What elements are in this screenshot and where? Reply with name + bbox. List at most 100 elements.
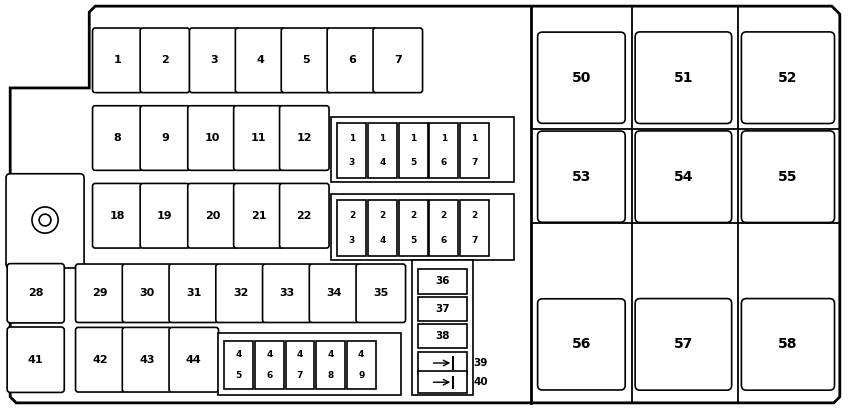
Text: 4: 4 xyxy=(256,55,264,65)
FancyBboxPatch shape xyxy=(537,32,626,123)
FancyBboxPatch shape xyxy=(741,299,835,390)
FancyBboxPatch shape xyxy=(140,28,190,92)
FancyBboxPatch shape xyxy=(122,264,172,322)
Text: 30: 30 xyxy=(139,288,155,298)
Text: 7: 7 xyxy=(297,371,303,380)
Text: 5: 5 xyxy=(410,158,416,167)
Bar xyxy=(224,341,253,389)
FancyBboxPatch shape xyxy=(537,299,626,390)
Circle shape xyxy=(32,207,58,233)
Text: 41: 41 xyxy=(28,355,43,365)
Text: 11: 11 xyxy=(251,133,266,143)
Text: 8: 8 xyxy=(327,371,334,380)
FancyBboxPatch shape xyxy=(122,328,172,392)
FancyBboxPatch shape xyxy=(93,184,142,248)
Text: 6: 6 xyxy=(348,55,356,65)
Bar xyxy=(418,352,468,374)
Text: 53: 53 xyxy=(572,170,591,184)
Circle shape xyxy=(39,214,51,226)
Text: 55: 55 xyxy=(779,170,797,184)
Text: 7: 7 xyxy=(394,55,402,65)
Text: 6: 6 xyxy=(440,236,447,245)
Text: 37: 37 xyxy=(435,304,450,314)
FancyBboxPatch shape xyxy=(309,264,359,322)
Bar xyxy=(316,341,345,389)
Text: 10: 10 xyxy=(205,133,220,143)
Text: 3: 3 xyxy=(348,236,355,245)
Text: 4: 4 xyxy=(266,350,273,359)
Text: 6: 6 xyxy=(440,158,447,167)
Bar xyxy=(332,194,514,260)
Text: 58: 58 xyxy=(779,337,797,351)
FancyBboxPatch shape xyxy=(327,28,377,92)
Bar xyxy=(460,123,489,178)
Text: 4: 4 xyxy=(235,350,242,359)
Text: 38: 38 xyxy=(435,331,450,341)
Text: 50: 50 xyxy=(572,71,591,85)
Bar xyxy=(332,117,514,182)
Text: 56: 56 xyxy=(572,337,591,351)
FancyBboxPatch shape xyxy=(6,174,84,268)
Polygon shape xyxy=(10,6,840,403)
Text: 3: 3 xyxy=(211,55,218,65)
Text: 4: 4 xyxy=(379,236,386,245)
Text: 7: 7 xyxy=(471,158,478,167)
FancyBboxPatch shape xyxy=(7,264,65,323)
FancyBboxPatch shape xyxy=(235,28,285,92)
FancyBboxPatch shape xyxy=(281,28,331,92)
Bar xyxy=(418,297,468,321)
Text: 54: 54 xyxy=(674,170,693,184)
Bar xyxy=(429,123,458,178)
Text: 39: 39 xyxy=(473,358,488,368)
Text: 57: 57 xyxy=(674,337,693,351)
FancyBboxPatch shape xyxy=(373,28,422,92)
FancyBboxPatch shape xyxy=(234,106,283,170)
FancyBboxPatch shape xyxy=(537,131,626,222)
Text: 44: 44 xyxy=(186,355,201,365)
Bar xyxy=(460,200,489,256)
FancyBboxPatch shape xyxy=(190,28,239,92)
Text: 9: 9 xyxy=(358,371,365,380)
FancyBboxPatch shape xyxy=(741,32,835,124)
FancyBboxPatch shape xyxy=(93,106,142,170)
Bar xyxy=(337,200,366,256)
Text: 32: 32 xyxy=(233,288,248,298)
FancyBboxPatch shape xyxy=(76,264,125,322)
Text: 21: 21 xyxy=(251,211,266,221)
FancyBboxPatch shape xyxy=(169,264,218,322)
Text: 1: 1 xyxy=(379,134,386,143)
Text: 18: 18 xyxy=(110,211,125,221)
Text: 6: 6 xyxy=(266,371,273,380)
Text: 52: 52 xyxy=(779,71,797,85)
Text: 35: 35 xyxy=(373,288,388,298)
FancyBboxPatch shape xyxy=(635,131,732,222)
FancyBboxPatch shape xyxy=(188,106,237,170)
Bar xyxy=(368,123,397,178)
FancyBboxPatch shape xyxy=(7,327,65,392)
FancyBboxPatch shape xyxy=(234,184,283,248)
Text: 36: 36 xyxy=(435,276,450,286)
Bar xyxy=(368,200,397,256)
Text: 19: 19 xyxy=(157,211,173,221)
Text: 22: 22 xyxy=(297,211,312,221)
Text: 2: 2 xyxy=(440,211,447,220)
Text: 5: 5 xyxy=(410,236,416,245)
Bar xyxy=(418,269,468,294)
Text: 33: 33 xyxy=(280,288,295,298)
Text: 5: 5 xyxy=(303,55,309,65)
FancyBboxPatch shape xyxy=(356,264,405,322)
Text: 3: 3 xyxy=(348,158,355,167)
FancyBboxPatch shape xyxy=(741,131,835,222)
Text: 2: 2 xyxy=(379,211,386,220)
Text: 1: 1 xyxy=(471,134,478,143)
Text: 2: 2 xyxy=(471,211,478,220)
FancyBboxPatch shape xyxy=(188,184,237,248)
Text: 1: 1 xyxy=(440,134,447,143)
Bar xyxy=(412,260,473,395)
Text: 28: 28 xyxy=(28,288,43,298)
Text: 4: 4 xyxy=(327,350,334,359)
FancyBboxPatch shape xyxy=(263,264,312,322)
Text: 31: 31 xyxy=(186,288,201,298)
Text: 2: 2 xyxy=(410,211,416,220)
FancyBboxPatch shape xyxy=(140,184,190,248)
